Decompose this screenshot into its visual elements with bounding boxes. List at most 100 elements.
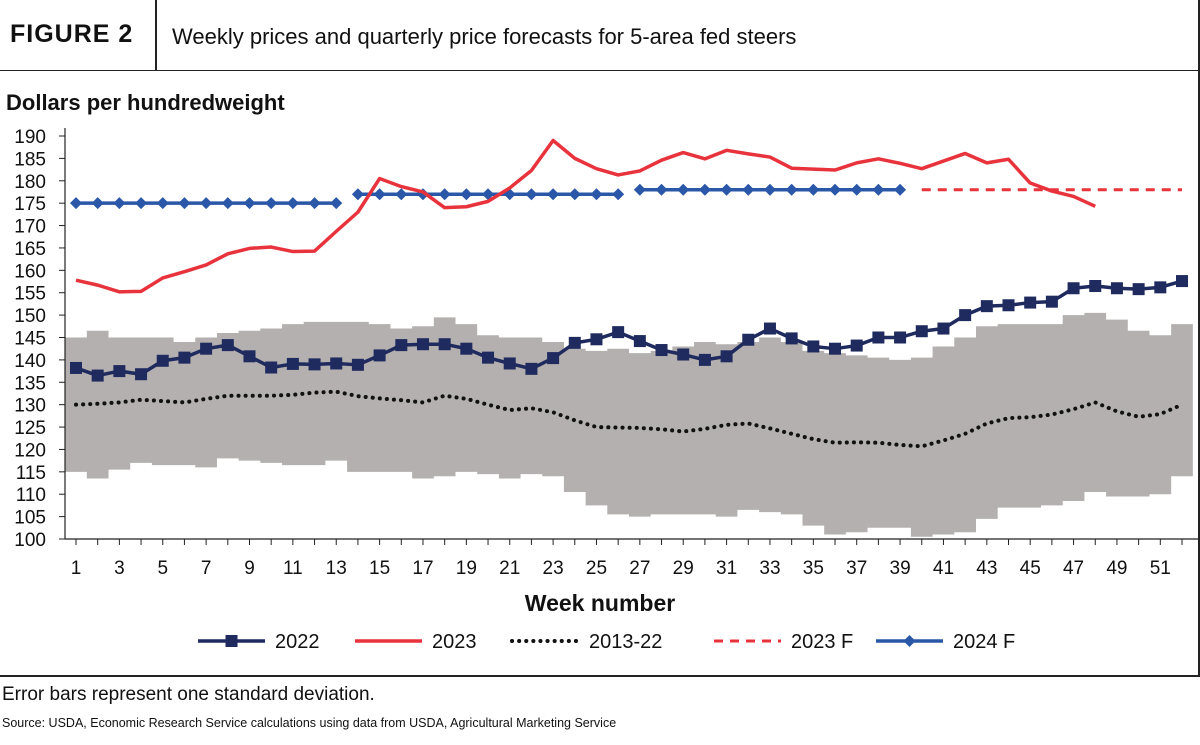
series-2022-point xyxy=(200,342,213,355)
legend-label-2023f: 2023 F xyxy=(791,631,853,653)
series-2022-point xyxy=(482,351,495,364)
y-tick-label: 115 xyxy=(16,463,46,484)
legend-label-2023: 2023 xyxy=(432,631,477,653)
y-tick-label: 140 xyxy=(14,351,46,372)
x-tick-label: 15 xyxy=(369,558,390,579)
series-2023-line xyxy=(75,138,1096,294)
series-2024f-point xyxy=(482,188,495,201)
series-2022-point xyxy=(959,309,972,322)
error-band xyxy=(65,312,1193,537)
series-2024f-point xyxy=(308,197,321,210)
series-2022-point xyxy=(416,338,429,351)
series-2022-point xyxy=(915,325,928,338)
series-2024f-point xyxy=(286,197,299,210)
series-2022-point xyxy=(894,331,907,344)
y-tick-label: 100 xyxy=(14,530,46,551)
x-tick-label: 27 xyxy=(629,558,650,579)
series-2022-point xyxy=(503,357,516,370)
series-2022-point xyxy=(590,333,603,346)
y-tick-label: 105 xyxy=(14,508,46,529)
x-tick-label: 17 xyxy=(412,558,433,579)
series-2022-point xyxy=(135,368,148,381)
y-tick-label: 130 xyxy=(14,396,46,417)
series-2024f-point xyxy=(633,183,646,196)
series-2022-point xyxy=(698,353,711,366)
series-2022-point xyxy=(330,357,343,370)
series-2022-point xyxy=(720,350,733,363)
series-2024f-point xyxy=(612,188,625,201)
x-tick-label: 25 xyxy=(586,558,607,579)
x-tick-label: 13 xyxy=(326,558,347,579)
x-tick-label: 51 xyxy=(1150,558,1171,579)
series-2022-point xyxy=(460,342,473,355)
series-2022-point xyxy=(850,339,863,352)
series-2024f-point xyxy=(113,197,126,210)
x-tick-label: 45 xyxy=(1020,558,1041,579)
y-tick-label: 110 xyxy=(16,485,46,506)
series-2024f-point xyxy=(351,188,364,201)
series-2024f-point xyxy=(178,197,191,210)
y-tick-label: 145 xyxy=(14,329,46,350)
legend-label-2013-22: 2013-22 xyxy=(589,631,662,653)
series-2022-point xyxy=(113,365,126,378)
y-tick-label: 185 xyxy=(14,149,46,170)
figure-header: FIGURE 2 Weekly prices and quarterly pri… xyxy=(0,0,1200,71)
series-2024f-point xyxy=(460,188,473,201)
y-tick-label: 150 xyxy=(14,306,46,327)
x-axis-title: Week number xyxy=(525,590,675,616)
x-tick-label: 41 xyxy=(933,558,954,579)
x-tick-label: 39 xyxy=(890,558,911,579)
x-tick-label: 37 xyxy=(846,558,867,579)
series-2022-point xyxy=(1110,282,1123,295)
series-2022-point xyxy=(243,350,256,363)
series-2022-point xyxy=(1045,295,1058,308)
y-tick-label: 135 xyxy=(14,373,46,394)
header-divider xyxy=(155,0,157,70)
series-2024f-point xyxy=(763,183,776,196)
series-2022-point xyxy=(91,369,104,382)
series-2024f-point xyxy=(156,197,169,210)
x-tick-label: 3 xyxy=(114,558,125,579)
x-tick-label: 9 xyxy=(244,558,255,579)
series-2022-point xyxy=(1154,281,1167,294)
series-2024f-point xyxy=(547,188,560,201)
bottom-rule xyxy=(0,675,1200,677)
series-2022-point xyxy=(156,354,169,367)
y-tick-label: 160 xyxy=(14,261,46,282)
x-tick-label: 11 xyxy=(283,558,303,579)
series-2024f-point xyxy=(872,183,885,196)
legend-label-2024f: 2024 F xyxy=(953,631,1015,653)
x-tick-label: 49 xyxy=(1106,558,1127,579)
series-2022-point xyxy=(1024,296,1037,309)
series-2024f-point xyxy=(525,188,538,201)
series-2024f-point xyxy=(373,188,386,201)
series-2022-point xyxy=(70,361,82,374)
x-tick-label: 47 xyxy=(1063,558,1084,579)
x-tick-label: 19 xyxy=(456,558,477,579)
x-tick-label: 33 xyxy=(759,558,780,579)
x-tick-label: 5 xyxy=(157,558,168,579)
x-tick-label: 31 xyxy=(716,558,737,579)
x-tick-label: 35 xyxy=(803,558,824,579)
series-2022-point xyxy=(1067,282,1080,295)
series-2013-22-line xyxy=(74,389,1184,449)
series-2022-point xyxy=(1132,283,1145,296)
series-2024f-point xyxy=(200,197,213,210)
series-2024f-point xyxy=(698,183,711,196)
series-2022-point xyxy=(612,326,625,339)
series-2024f-point xyxy=(568,188,581,201)
series-2024f-point xyxy=(590,188,603,201)
series-2024f-point xyxy=(243,197,256,210)
series-2024f-point xyxy=(135,197,148,210)
y-axis-label: Dollars per hundredweight xyxy=(6,90,285,115)
x-tick-label: 43 xyxy=(976,558,997,579)
x-tick-label: 29 xyxy=(673,558,694,579)
series-2022-point xyxy=(438,338,451,351)
series-2024f-point xyxy=(265,197,278,210)
series-2022-point xyxy=(633,335,646,348)
y-tick-label: 165 xyxy=(14,239,46,260)
y-tick-label: 180 xyxy=(14,172,46,193)
series-2024f-point xyxy=(742,183,755,196)
series-2022-point xyxy=(980,300,993,313)
series-2024f-point xyxy=(829,183,842,196)
